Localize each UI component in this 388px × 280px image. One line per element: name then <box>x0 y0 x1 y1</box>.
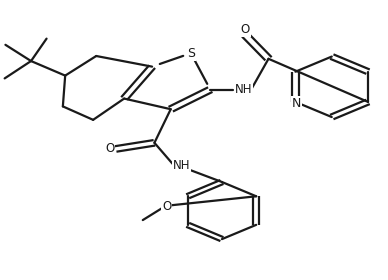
Text: S: S <box>187 47 195 60</box>
Text: NH: NH <box>173 159 191 172</box>
Text: O: O <box>162 200 171 213</box>
Text: O: O <box>105 143 114 155</box>
Text: NH: NH <box>235 83 253 96</box>
Text: N: N <box>291 97 301 110</box>
Text: O: O <box>241 24 250 36</box>
